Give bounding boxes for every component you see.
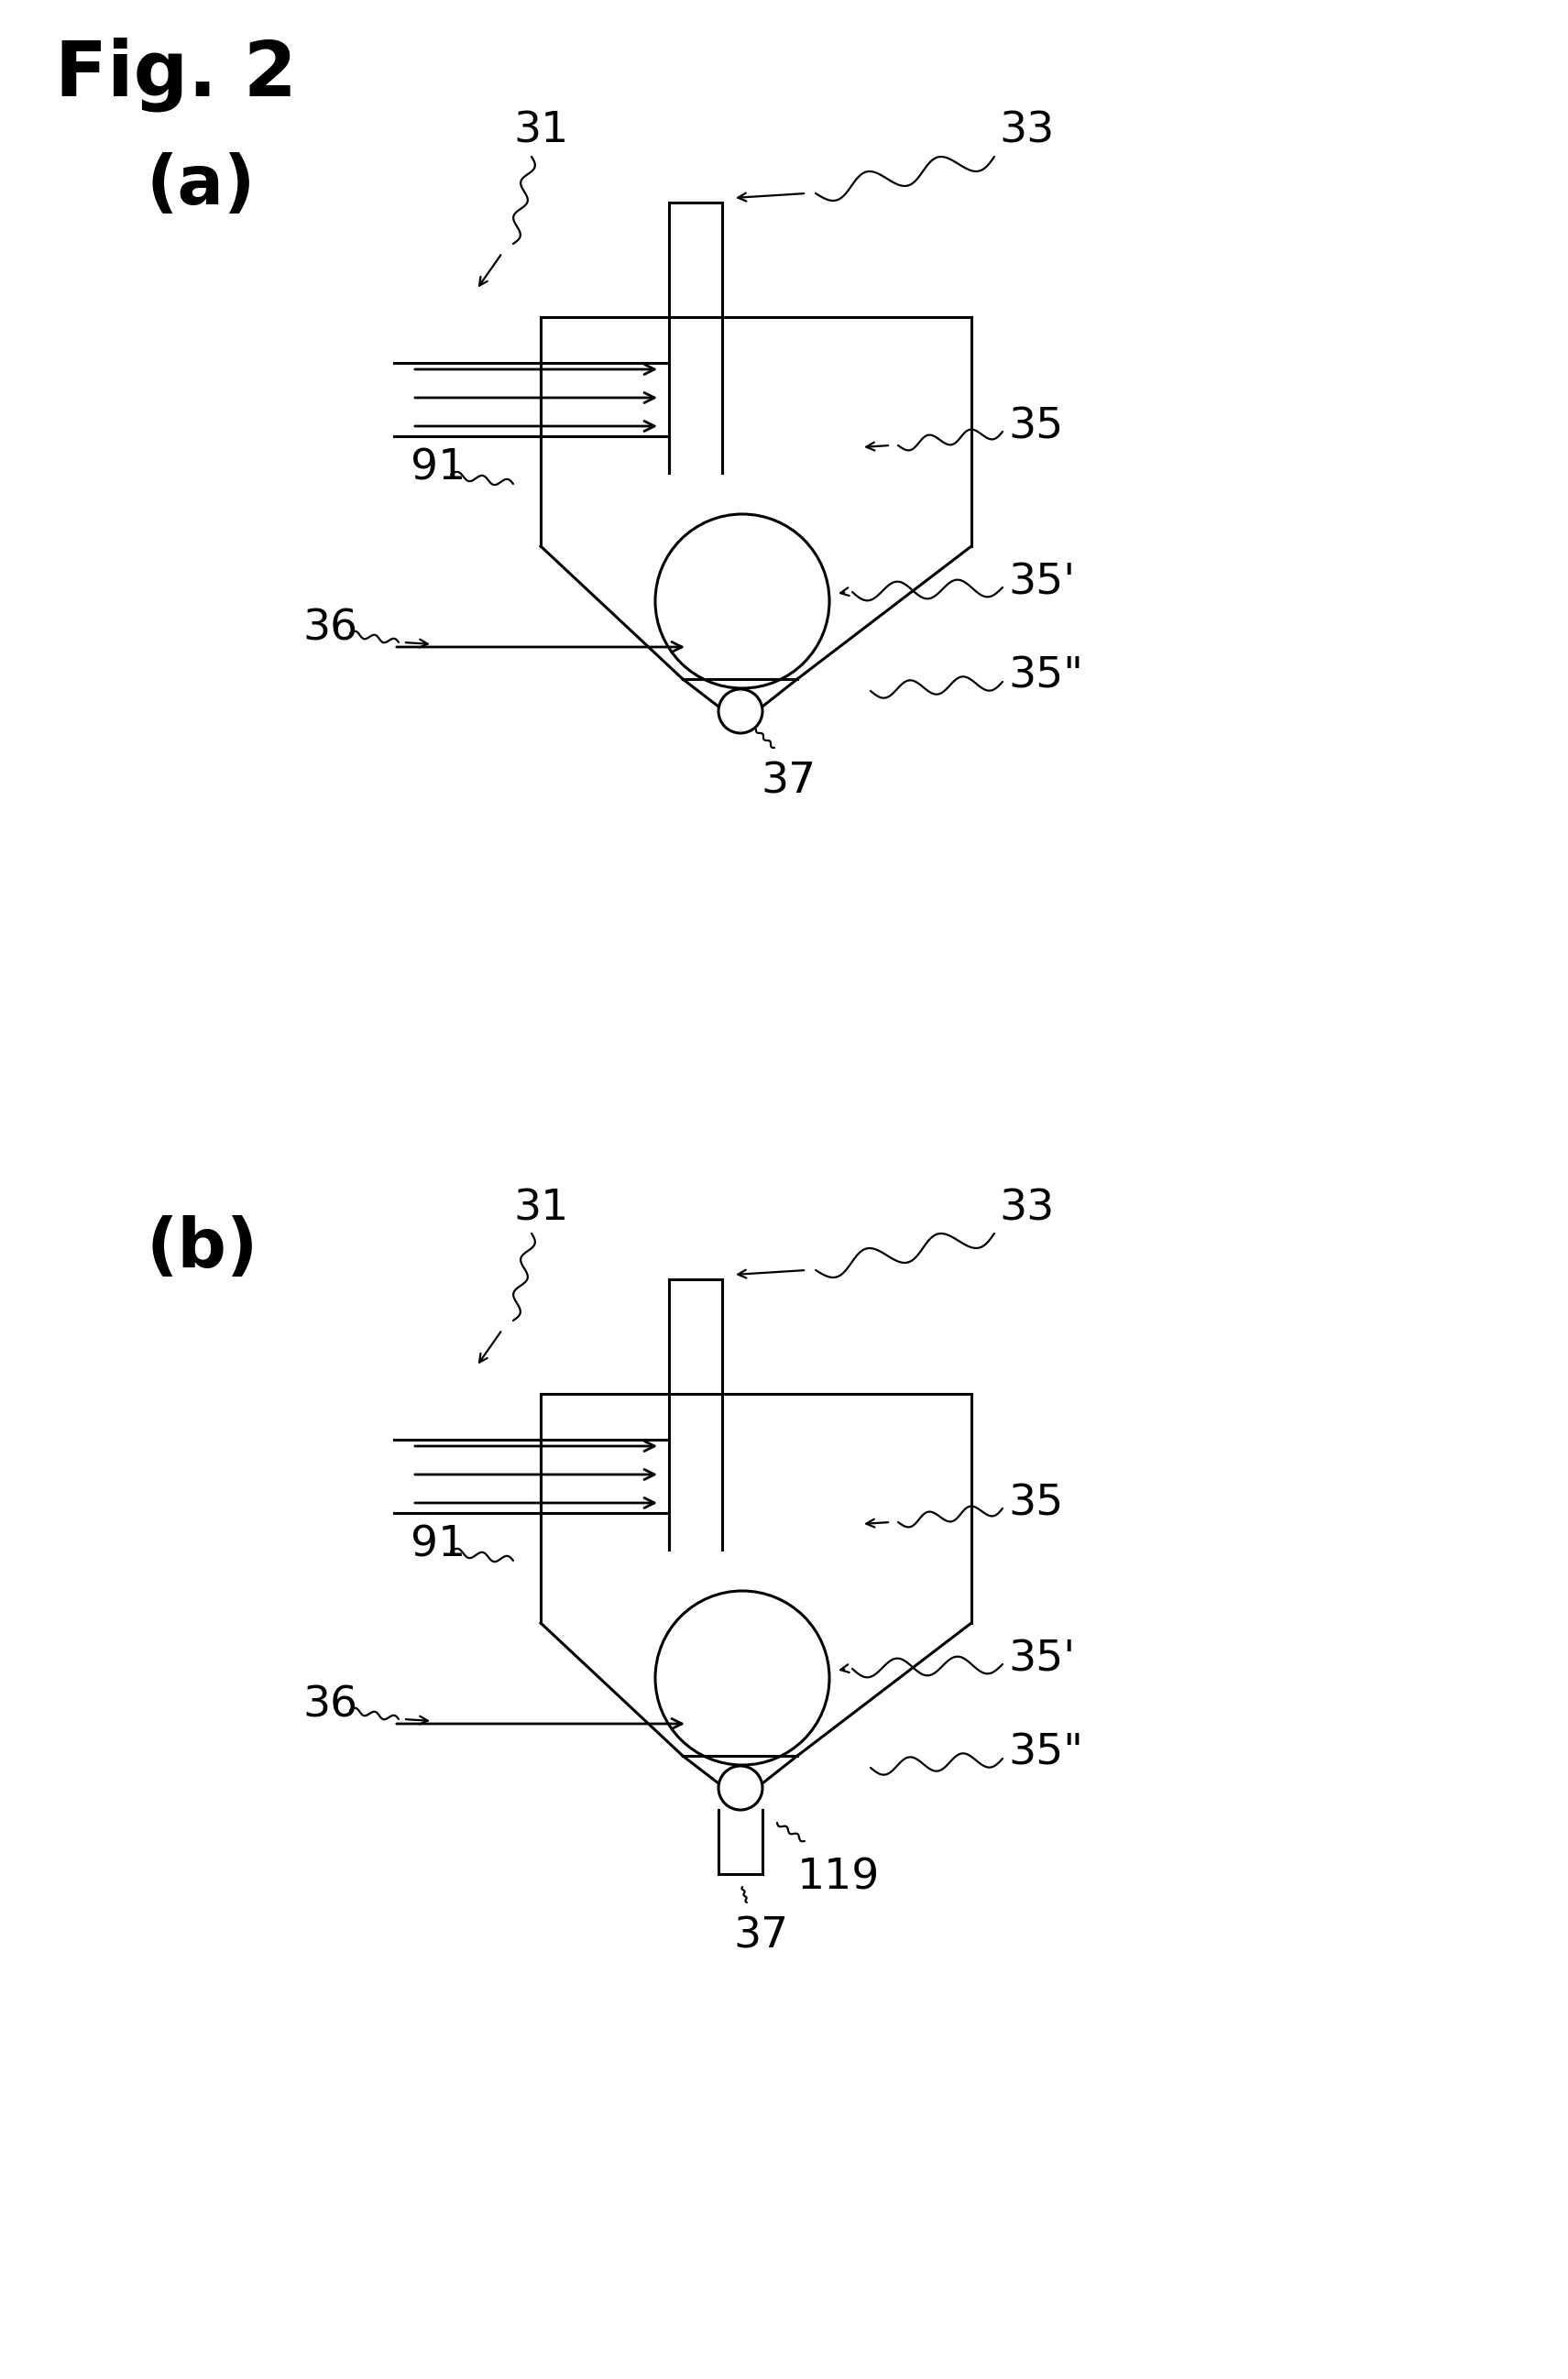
Text: 33: 33 — [999, 1187, 1054, 1230]
Text: 35: 35 — [1008, 407, 1063, 447]
Text: 37: 37 — [734, 1915, 789, 1958]
Text: 36: 36 — [303, 1684, 358, 1727]
Text: 37: 37 — [760, 761, 815, 802]
Text: 35: 35 — [1008, 1482, 1063, 1525]
Text: 31: 31 — [513, 112, 569, 152]
Text: 91: 91 — [411, 447, 466, 490]
Text: 36: 36 — [303, 609, 358, 649]
Text: 35': 35' — [1008, 561, 1076, 604]
Text: 91: 91 — [411, 1525, 466, 1565]
Text: 35': 35' — [1008, 1639, 1076, 1680]
Text: 35": 35" — [1008, 657, 1083, 697]
Text: (a): (a) — [147, 152, 256, 219]
Text: 31: 31 — [513, 1187, 569, 1230]
Text: 35": 35" — [1008, 1732, 1083, 1775]
Text: (b): (b) — [147, 1216, 259, 1282]
Text: 119: 119 — [797, 1856, 880, 1898]
Text: Fig. 2: Fig. 2 — [55, 36, 296, 112]
Text: 33: 33 — [999, 112, 1054, 152]
